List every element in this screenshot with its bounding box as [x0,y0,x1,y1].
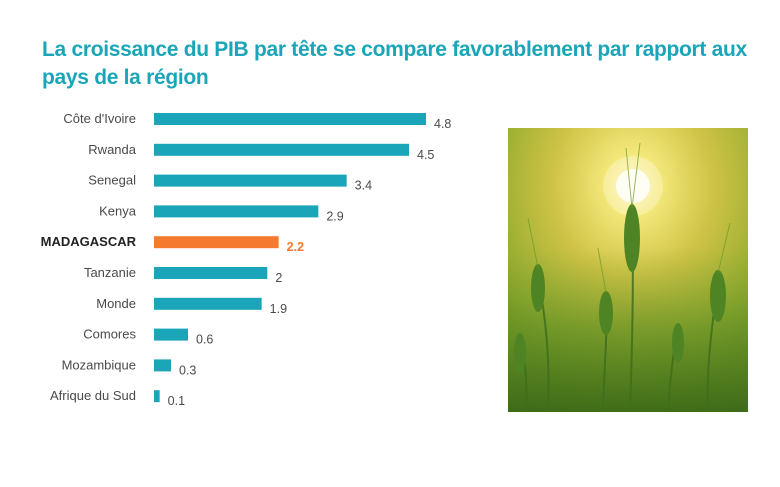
category-label: Kenya [99,203,137,218]
bar [154,113,426,125]
bar [154,267,268,279]
category-label: Côte d'Ivoire [63,111,136,126]
bar [154,359,171,372]
category-label: Comores [83,327,136,342]
value-label: 2.9 [326,209,343,223]
bar [154,205,319,218]
value-label: 1.9 [270,302,287,316]
value-label: 2.2 [287,240,304,254]
category-label: Mozambique [62,357,136,372]
value-label: 4.8 [434,117,451,131]
bar [154,143,409,156]
bar-chart: Côte d'Ivoire 4.8 Rwanda 4.5 Senegal 3.4 Kenya… [41,111,452,408]
bar [154,236,279,249]
bar [154,297,262,310]
bar [154,328,188,341]
category-label: Monde [96,296,136,311]
category-label: Rwanda [88,142,136,157]
category-label: Tanzanie [84,265,136,280]
value-label: 2 [275,271,282,285]
value-label: 0.3 [179,363,196,377]
value-label: 0.6 [196,333,213,347]
value-label: 3.4 [355,179,372,193]
value-label: 0.1 [168,394,185,408]
value-label: 4.5 [417,148,434,162]
category-label: Afrique du Sud [50,388,136,403]
category-label: MADAGASCAR [41,234,137,249]
wheat-field-photo [508,128,748,412]
bar [154,390,160,403]
bar [154,174,347,187]
category-label: Senegal [88,173,136,188]
chart-title: La croissance du PIB par tête se compare… [42,38,747,89]
